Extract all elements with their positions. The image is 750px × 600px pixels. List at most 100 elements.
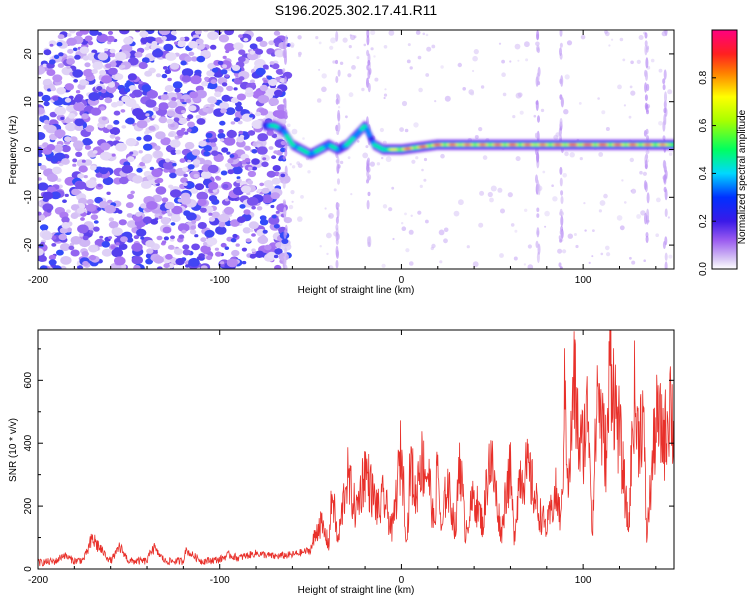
faint-speckle: [376, 162, 381, 166]
noise-blob: [226, 151, 231, 155]
noise-blob: [46, 144, 56, 151]
faint-speckle: [318, 41, 322, 45]
noise-blob: [237, 56, 246, 63]
faint-speckle: [575, 244, 579, 249]
faint-speckle: [631, 260, 636, 265]
streak-blob: [664, 261, 668, 269]
streak-blob: [335, 259, 339, 269]
faint-speckle: [297, 163, 303, 169]
faint-speckle: [605, 245, 610, 251]
faint-speckle: [472, 261, 479, 268]
noise-blob: [158, 116, 168, 124]
noise-blob: [115, 242, 120, 246]
noise-blob: [151, 115, 157, 119]
streak-blob: [283, 97, 287, 109]
faint-speckle: [409, 261, 414, 266]
faint-speckle: [601, 110, 606, 115]
noise-blob: [226, 130, 237, 139]
noise-blob: [274, 89, 283, 97]
noise-blob: [262, 157, 267, 161]
streak-blob: [337, 178, 340, 185]
noise-blob: [175, 149, 182, 155]
noise-blob: [110, 245, 116, 250]
noise-blob: [111, 227, 123, 236]
noise-blob: [236, 176, 241, 180]
noise-blob: [64, 193, 69, 197]
noise-blob: [213, 154, 224, 162]
noise-blob: [97, 52, 109, 61]
faint-speckle: [407, 43, 411, 47]
noise-blob: [66, 58, 75, 65]
noise-blob: [43, 119, 50, 125]
noise-blob: [166, 118, 174, 125]
noise-blob: [42, 142, 49, 148]
noise-blob: [181, 229, 187, 234]
noise-blob: [259, 219, 269, 226]
noise-blob: [46, 78, 51, 82]
noise-blob: [182, 166, 189, 172]
faint-speckle: [421, 168, 424, 172]
snr-line-plot: [38, 330, 674, 567]
noise-blob: [207, 164, 219, 174]
streak-blob: [644, 82, 648, 93]
noise-blob: [87, 41, 94, 46]
faint-speckle: [458, 199, 464, 206]
faint-speckle: [619, 37, 624, 42]
noise-blob: [68, 113, 76, 119]
noise-blob: [155, 73, 162, 78]
noise-blob: [97, 207, 102, 211]
noise-blob: [161, 240, 167, 244]
noise-blob: [116, 100, 124, 107]
noise-blob: [119, 30, 130, 35]
faint-speckle: [401, 100, 408, 107]
faint-speckle: [527, 244, 533, 249]
noise-blob: [125, 138, 137, 147]
noise-blob: [235, 179, 241, 184]
faint-speckle: [580, 34, 586, 40]
noise-blob: [84, 62, 91, 68]
noise-blob: [121, 164, 133, 174]
faint-speckle: [300, 195, 304, 199]
faint-speckle: [584, 229, 587, 232]
noise-blob: [186, 128, 192, 133]
noise-blob: [215, 251, 222, 257]
y-tick-label: 200: [23, 497, 34, 514]
noise-blob: [60, 116, 65, 120]
noise-blob: [263, 80, 268, 84]
noise-blob: [268, 78, 278, 86]
faint-speckle: [643, 259, 646, 263]
noise-blob: [109, 53, 116, 58]
faint-speckle: [440, 65, 444, 69]
faint-speckle: [413, 122, 419, 128]
noise-blob: [249, 114, 254, 118]
colorbar-tick-label: 0.6: [698, 118, 709, 132]
noise-blob: [56, 87, 66, 95]
noise-blob: [233, 87, 238, 91]
faint-speckle: [553, 134, 559, 140]
noise-blob: [271, 63, 280, 70]
noise-blob: [167, 212, 173, 217]
faint-speckle: [650, 58, 655, 63]
noise-blob: [224, 246, 230, 250]
faint-speckle: [411, 159, 416, 164]
faint-speckle: [370, 30, 376, 36]
noise-blob: [138, 150, 143, 154]
noise-blob: [39, 164, 47, 171]
noise-blob: [203, 30, 209, 33]
noise-blob: [280, 140, 286, 146]
y-tick-label: 600: [23, 372, 34, 389]
noise-blob: [143, 153, 153, 161]
x-tick-label: -100: [210, 275, 230, 286]
faint-speckle: [342, 37, 348, 43]
snr-series-line: [38, 330, 674, 567]
noise-blob: [267, 251, 276, 259]
noise-blob: [167, 77, 172, 82]
noise-blob: [114, 51, 127, 61]
noise-blob: [39, 224, 49, 231]
noise-blob: [196, 256, 202, 260]
streak-blob: [284, 165, 288, 177]
faint-speckle: [409, 66, 413, 70]
noise-blob: [174, 41, 178, 45]
noise-blob: [67, 33, 72, 37]
noise-blob: [43, 124, 51, 130]
